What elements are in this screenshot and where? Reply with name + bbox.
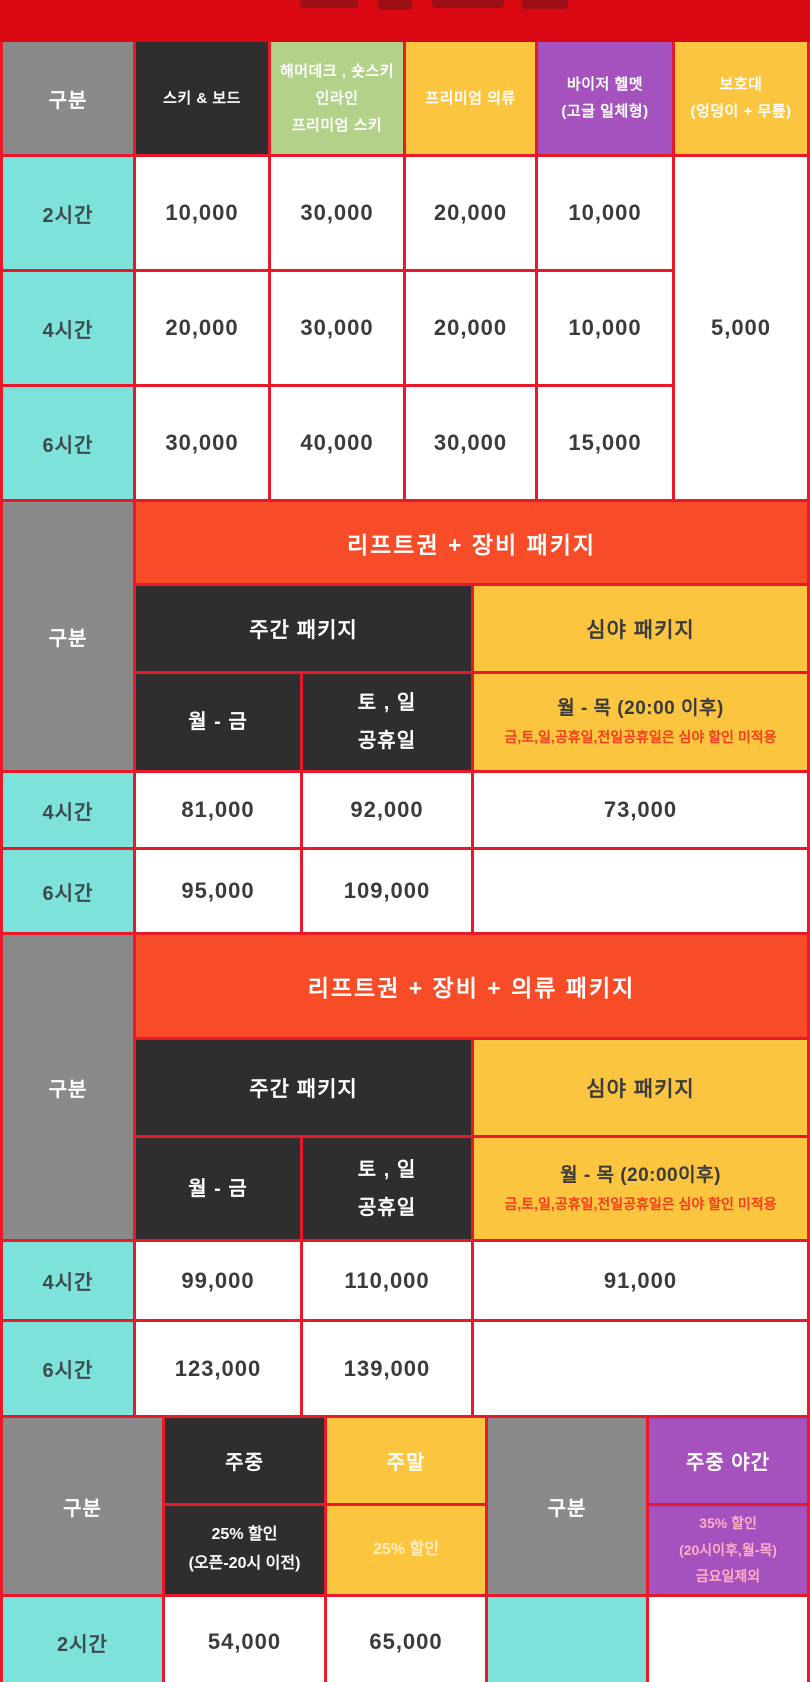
banner-remnant bbox=[378, 0, 412, 10]
price-cell: 20,000 bbox=[136, 272, 268, 384]
banner-remnant bbox=[300, 0, 358, 8]
price-cell: 20,000 bbox=[406, 157, 535, 269]
price-cell: 40,000 bbox=[271, 387, 403, 499]
t1-header-premium-wear: 프리미엄 의류 bbox=[406, 42, 535, 154]
price-cell: 81,000 bbox=[136, 773, 300, 847]
price-cell: 95,000 bbox=[136, 850, 300, 932]
t3-night-header-cell: 월 - 목 (20:00이후) 금,토,일,공휴일,전일공휴일은 심야 할인 미… bbox=[474, 1138, 807, 1239]
t3-row-label-4h: 4시간 bbox=[3, 1242, 133, 1319]
t1-row-label-6h: 6시간 bbox=[3, 387, 133, 499]
t2-night-header-cell: 월 - 목 (20:00 이후) 금,토,일,공휴일,전일공휴일은 심야 할인 … bbox=[474, 674, 807, 770]
lift-equipment-clothing-package-table: 구분 리프트권 + 장비 + 의류 패키지 주간 패키지 심야 패키지 월 - … bbox=[3, 935, 807, 1415]
t1-header-ski-board: 스키 & 보드 bbox=[136, 42, 268, 154]
price-cell: 30,000 bbox=[136, 387, 268, 499]
price-cell: 109,000 bbox=[303, 850, 471, 932]
price-cell: 92,000 bbox=[303, 773, 471, 847]
price-cell: 10,000 bbox=[538, 272, 672, 384]
t3-day-package-header: 주간 패키지 bbox=[136, 1040, 471, 1135]
t4-weekend-discount: 25% 할인 bbox=[327, 1506, 485, 1594]
price-cell: 65,000 bbox=[327, 1597, 485, 1682]
t1-row-label-2h: 2시간 bbox=[3, 157, 133, 269]
t1-header-protector: 보호대 (엉덩이 + 무릎) bbox=[675, 42, 807, 154]
t2-section-title: 리프트권 + 장비 패키지 bbox=[136, 502, 807, 583]
t1-corner-label: 구분 bbox=[3, 42, 133, 154]
t1-row-label-4h: 4시간 bbox=[3, 272, 133, 384]
empty-price-cell bbox=[474, 850, 807, 932]
price-cell: 54,000 bbox=[165, 1597, 324, 1682]
t2-night-package-header: 심야 패키지 bbox=[474, 586, 807, 671]
t3-section-title: 리프트권 + 장비 + 의류 패키지 bbox=[136, 935, 807, 1037]
t4-corner-label-2: 구분 bbox=[488, 1418, 646, 1594]
t1-protector-price-cell: 5,000 bbox=[675, 157, 807, 499]
t2-col-weekend: 토 , 일 공휴일 bbox=[303, 674, 471, 770]
price-cell: 91,000 bbox=[474, 1242, 807, 1319]
price-cell: 10,000 bbox=[136, 157, 268, 269]
t2-day-package-header: 주간 패키지 bbox=[136, 586, 471, 671]
price-cell: 10,000 bbox=[538, 157, 672, 269]
t2-row-label-4h: 4시간 bbox=[3, 773, 133, 847]
price-cell: 30,000 bbox=[406, 387, 535, 499]
t1-header-visor-helmet: 바이저 헬멧 (고글 일체형) bbox=[538, 42, 672, 154]
price-cell: 20,000 bbox=[406, 272, 535, 384]
t3-night-time: 월 - 목 (20:00이후) bbox=[560, 1164, 721, 1186]
lift-equipment-package-table: 구분 리프트권 + 장비 패키지 주간 패키지 심야 패키지 월 - 금 토 ,… bbox=[3, 502, 807, 932]
banner-remnant bbox=[522, 0, 568, 9]
t3-corner-label: 구분 bbox=[3, 935, 133, 1239]
t4-spacer-teal-cell bbox=[488, 1597, 646, 1682]
price-cell: 15,000 bbox=[538, 387, 672, 499]
equipment-rental-table: 구분 스키 & 보드 해머데크 , 숏스키 인라인 프리미엄 스키 프리미엄 의… bbox=[3, 42, 807, 499]
t3-night-package-header: 심야 패키지 bbox=[474, 1040, 807, 1135]
t2-night-note: 금,토,일,공휴일,전일공휴일은 심야 할인 미적용 bbox=[504, 729, 777, 746]
t4-weekday-header: 주중 bbox=[165, 1418, 324, 1503]
top-banner bbox=[0, 0, 810, 42]
t3-col-monfri: 월 - 금 bbox=[136, 1138, 300, 1239]
t4-night-discount: 35% 할인 (20시이후,월-목) 금요일제외 bbox=[649, 1506, 807, 1594]
t1-header-hammer-deck: 해머데크 , 숏스키 인라인 프리미엄 스키 bbox=[271, 42, 403, 154]
t4-weekday-discount: 25% 할인 (오픈-20시 이전) bbox=[165, 1506, 324, 1594]
t4-row-label-2h: 2시간 bbox=[3, 1597, 162, 1682]
price-cell: 99,000 bbox=[136, 1242, 300, 1319]
price-cell: 110,000 bbox=[303, 1242, 471, 1319]
price-cell: 30,000 bbox=[271, 272, 403, 384]
t2-row-label-6h: 6시간 bbox=[3, 850, 133, 932]
t2-night-time: 월 - 목 (20:00 이후) bbox=[557, 698, 724, 720]
t3-col-weekend: 토 , 일 공휴일 bbox=[303, 1138, 471, 1239]
price-cell: 139,000 bbox=[303, 1322, 471, 1415]
t2-col-monfri: 월 - 금 bbox=[136, 674, 300, 770]
lift-discount-table: 구분 주중 주말 구분 주중 야간 25% 할인 (오픈-20시 이전) 25%… bbox=[3, 1418, 807, 1682]
price-cell: 30,000 bbox=[271, 157, 403, 269]
banner-remnant bbox=[432, 0, 504, 8]
t4-weekend-header: 주말 bbox=[327, 1418, 485, 1503]
price-cell: 73,000 bbox=[474, 773, 807, 847]
t4-corner-label-1: 구분 bbox=[3, 1418, 162, 1594]
t4-spacer-white-cell bbox=[649, 1597, 807, 1682]
tables-wrapper: 구분 스키 & 보드 해머데크 , 숏스키 인라인 프리미엄 스키 프리미엄 의… bbox=[0, 42, 810, 1682]
t3-night-note: 금,토,일,공휴일,전일공휴일은 심야 할인 미적용 bbox=[504, 1195, 777, 1212]
empty-price-cell bbox=[474, 1322, 807, 1415]
t4-weekday-night-header: 주중 야간 bbox=[649, 1418, 807, 1503]
t2-corner-label: 구분 bbox=[3, 502, 133, 770]
t3-row-label-6h: 6시간 bbox=[3, 1322, 133, 1415]
price-cell: 123,000 bbox=[136, 1322, 300, 1415]
